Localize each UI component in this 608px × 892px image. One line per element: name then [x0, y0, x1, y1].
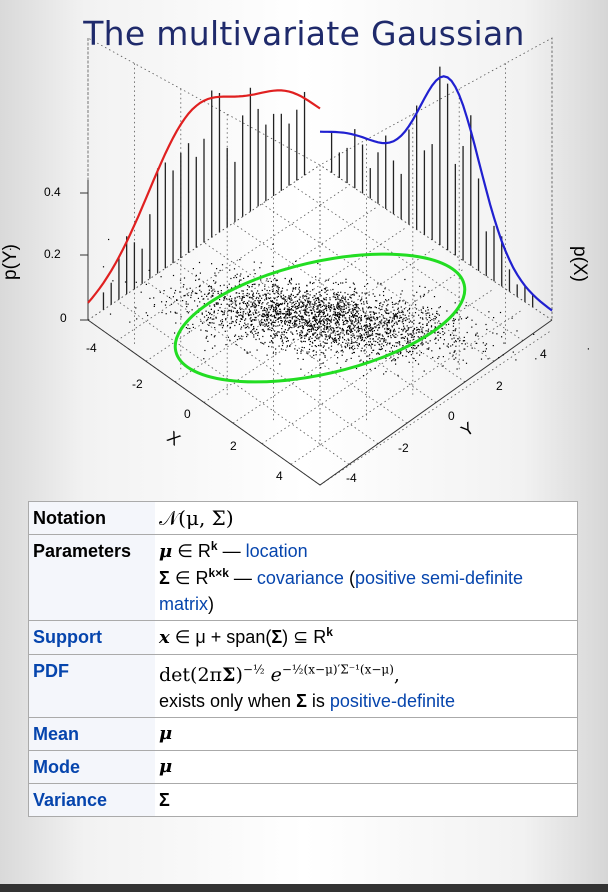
- param-covariance: Σ ∈ Rk×k — covariance (positive semi-def…: [159, 565, 573, 617]
- label-support[interactable]: Support: [28, 620, 155, 655]
- support-sigma: Σ: [271, 627, 283, 647]
- sigma-dim: k×k: [208, 566, 229, 580]
- value-mode: μ: [155, 750, 578, 784]
- sigma-dash: —: [228, 568, 257, 588]
- label-mode[interactable]: Mode: [28, 750, 155, 784]
- pdf-note-pre: exists only when: [159, 691, 297, 711]
- location-link[interactable]: location: [245, 541, 308, 561]
- p-y-label: p(Y): [0, 244, 21, 280]
- label-variance[interactable]: Variance: [28, 783, 155, 817]
- sigma-symbol: Σ: [159, 568, 170, 588]
- row-parameters: Parameters μ ∈ Rk — location Σ ∈ Rk×k — …: [28, 534, 578, 621]
- mu-symbol: μ: [159, 541, 173, 562]
- pdf-exponent-2: −½(x−μ)′Σ⁻¹(x−μ): [281, 662, 394, 677]
- row-variance: Variance Σ: [28, 783, 578, 817]
- pdf-sigma: Σ: [222, 664, 236, 686]
- marginal-bars: [102, 66, 534, 310]
- psd-matrix-link[interactable]: positive semi-definite matrix: [159, 568, 524, 614]
- value-notation: 𝒩(μ, Σ): [155, 501, 578, 535]
- paren-close: ): [208, 594, 214, 614]
- covariance-ellipse: [173, 252, 467, 384]
- right-axis-tick: 4: [540, 347, 547, 361]
- x-axis-label: X: [164, 428, 184, 450]
- support-dim: k: [326, 625, 333, 639]
- positive-definite-link[interactable]: positive-definite: [329, 691, 455, 711]
- mu-dash: —: [217, 541, 246, 561]
- row-pdf: PDF det(2πΣ)−½ e−½(x−μ)′Σ⁻¹(x−μ), exists…: [28, 654, 578, 718]
- marginal-curve-right: [319, 75, 553, 312]
- covariance-link[interactable]: covariance: [256, 568, 344, 588]
- left-axis-tick: 2: [230, 439, 237, 453]
- marginal-curve-left: [87, 89, 321, 304]
- left-axis-tick: 4: [276, 469, 283, 483]
- pdf-exponent-1: −½: [242, 662, 265, 677]
- support-text2: ) ⊆ R: [282, 627, 327, 647]
- left-axis-tick: 0: [184, 407, 191, 421]
- y-tick-label: 0: [60, 311, 67, 325]
- label-pdf[interactable]: PDF: [28, 654, 155, 718]
- p-x-label: p(X): [569, 246, 590, 282]
- row-support: Support x ∈ μ + span(Σ) ⊆ Rk: [28, 620, 578, 655]
- y-tick-label: 0.4: [44, 185, 61, 199]
- row-mean: Mean μ: [28, 717, 578, 751]
- pdf-close: ): [235, 664, 243, 686]
- left-axis-tick: -2: [132, 377, 143, 391]
- row-mode: Mode μ: [28, 750, 578, 784]
- label-notation: Notation: [28, 501, 155, 535]
- right-axis-tick: -4: [346, 471, 357, 485]
- mu-dim: k: [210, 539, 218, 553]
- label-mean[interactable]: Mean: [28, 717, 155, 751]
- left-axis-tick: -4: [86, 341, 97, 355]
- mu-domain: ∈ R: [177, 541, 211, 561]
- plot-frame: [80, 37, 553, 486]
- value-parameters: μ ∈ Rk — location Σ ∈ Rk×k — covariance …: [155, 534, 578, 621]
- value-mean: μ: [155, 717, 578, 751]
- distribution-infobox: Notation 𝒩(μ, Σ) Parameters μ ∈ Rk — loc…: [28, 501, 578, 817]
- pdf-note-sigma: Σ: [296, 691, 307, 711]
- x-symbol: x: [159, 627, 170, 648]
- value-pdf: det(2πΣ)−½ e−½(x−μ)′Σ⁻¹(x−μ), exists onl…: [155, 654, 578, 718]
- pdf-note-mid: is: [306, 691, 330, 711]
- value-variance: Σ: [155, 783, 578, 817]
- slide-title: The multivariate Gaussian: [83, 14, 525, 53]
- y-axis-label: Y: [458, 418, 478, 440]
- y-tick-label: 0.2: [44, 247, 61, 261]
- label-parameters: Parameters: [28, 534, 155, 621]
- pdf-e: e: [264, 664, 282, 686]
- pdf-comma: ,: [393, 664, 400, 686]
- pdf-formula: det(2πΣ)−½ e−½(x−μ)′Σ⁻¹(x−μ),: [159, 658, 573, 688]
- support-text: ∈ μ + span(: [169, 627, 272, 647]
- right-axis-tick: 0: [448, 409, 455, 423]
- bottom-strip: [0, 884, 608, 892]
- param-location: μ ∈ Rk — location: [159, 538, 573, 565]
- row-notation: Notation 𝒩(μ, Σ): [28, 501, 578, 535]
- right-axis-tick: -2: [398, 441, 409, 455]
- gaussian-3d-plot: 0.4 0.2 0 -4 -2 0 2 4 4 2 0 -2 -4 X Y p(…: [0, 37, 590, 486]
- sigma-domain: ∈ R: [174, 568, 209, 588]
- pdf-det: det(2π: [159, 664, 223, 686]
- pdf-note: exists only when Σ is positive-definite: [159, 688, 573, 714]
- value-support: x ∈ μ + span(Σ) ⊆ Rk: [155, 620, 578, 655]
- right-axis-tick: 2: [496, 379, 503, 393]
- paren-open: (: [343, 568, 355, 588]
